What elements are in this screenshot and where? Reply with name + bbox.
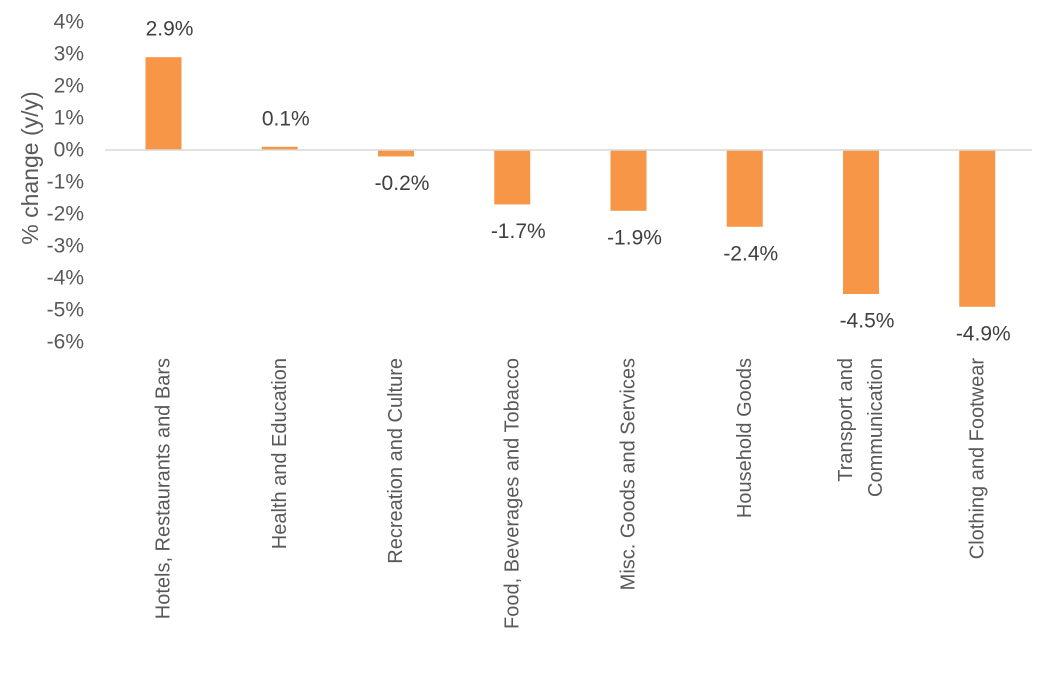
data-label: -0.2% <box>375 172 430 195</box>
bar <box>494 150 531 205</box>
data-label: -1.9% <box>607 226 662 249</box>
y-tick-label: 0% <box>54 139 84 162</box>
y-axis-label: % change (y/y) <box>17 91 43 244</box>
y-tick-label: 2% <box>54 75 84 98</box>
y-tick-label: -2% <box>47 203 84 226</box>
bar <box>843 150 879 294</box>
y-tick-label: 3% <box>54 43 84 66</box>
category-label: Recreation and Culture <box>385 358 407 564</box>
y-axis-ticks: 4% 3% 2% 1% 0% -1% -2% -3% -4% -5% -6% <box>47 11 84 354</box>
bar <box>610 150 647 211</box>
category-label: Hotels, Restaurants and Bars <box>153 358 175 619</box>
data-labels: 2.9% 0.1% -0.2% -1.7% -1.9% -2.4% -4.5% -4.9% <box>146 18 1011 346</box>
data-label: -4.5% <box>840 310 895 333</box>
category-label: Food, Beverages and Tobacco <box>501 358 523 629</box>
category-label: Misc. Goods and Services <box>618 358 640 590</box>
category-label: Household Goods <box>734 358 756 518</box>
bar <box>378 150 414 157</box>
data-label: -2.4% <box>723 242 778 265</box>
data-label: 2.9% <box>146 18 194 41</box>
bar <box>261 146 298 150</box>
data-label: 0.1% <box>262 107 310 130</box>
bars <box>145 57 996 307</box>
data-label: -4.9% <box>956 322 1011 345</box>
category-label: Transport and Communication <box>835 358 887 497</box>
bar <box>726 150 763 227</box>
data-label: -1.7% <box>491 220 546 243</box>
y-tick-label: -4% <box>47 267 84 290</box>
category-label: Health and Education <box>269 358 291 549</box>
y-tick-label: 1% <box>54 107 84 130</box>
y-tick-label: 4% <box>54 11 84 34</box>
y-tick-label: -5% <box>47 299 84 322</box>
bar <box>145 57 182 151</box>
y-tick-label: -3% <box>47 235 84 258</box>
bar <box>959 150 996 307</box>
category-label: Clothing and Footwear <box>966 358 988 560</box>
category-labels: Hotels, Restaurants and Bars Health and E… <box>153 358 989 629</box>
y-tick-label: -1% <box>47 171 84 194</box>
y-tick-label: -6% <box>47 331 84 354</box>
